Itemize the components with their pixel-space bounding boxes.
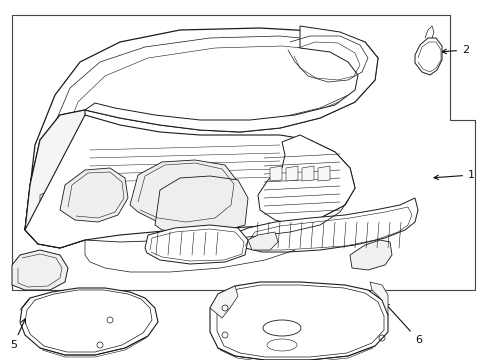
Polygon shape — [210, 282, 388, 360]
Polygon shape — [130, 160, 238, 225]
Text: 1: 1 — [434, 170, 475, 180]
Polygon shape — [270, 166, 282, 181]
Polygon shape — [145, 225, 248, 264]
Polygon shape — [12, 250, 68, 290]
Text: 6: 6 — [385, 303, 422, 345]
Text: 5: 5 — [10, 319, 25, 350]
Polygon shape — [318, 166, 330, 181]
Polygon shape — [155, 176, 248, 232]
Polygon shape — [25, 110, 85, 248]
Text: 2: 2 — [442, 45, 469, 55]
Polygon shape — [415, 38, 442, 75]
Polygon shape — [350, 240, 392, 270]
Polygon shape — [248, 232, 278, 250]
Text: 3: 3 — [156, 245, 207, 255]
Polygon shape — [60, 168, 128, 222]
Polygon shape — [286, 166, 298, 181]
Polygon shape — [238, 198, 418, 252]
Polygon shape — [302, 166, 314, 181]
Polygon shape — [20, 288, 158, 355]
Polygon shape — [85, 26, 378, 132]
Polygon shape — [370, 282, 388, 315]
Text: 4: 4 — [362, 220, 402, 234]
Polygon shape — [258, 135, 355, 225]
Polygon shape — [25, 28, 378, 230]
Polygon shape — [25, 115, 355, 248]
Polygon shape — [210, 286, 238, 318]
